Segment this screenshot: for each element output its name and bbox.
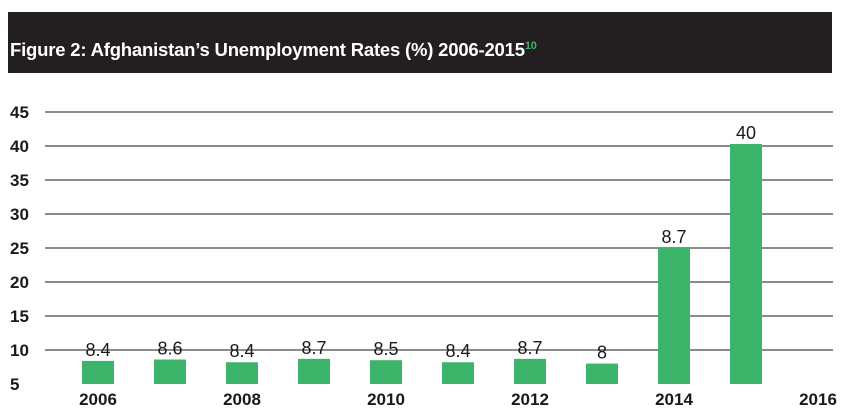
bar — [154, 359, 186, 384]
bar — [586, 363, 618, 384]
x-tick-label: 2012 — [511, 390, 549, 409]
y-tick-label: 45 — [10, 103, 29, 122]
y-tick-label: 15 — [10, 307, 29, 326]
x-tick-label: 2010 — [367, 390, 405, 409]
bar — [514, 358, 546, 384]
bar — [298, 358, 330, 384]
y-tick-label: 30 — [10, 205, 29, 224]
x-tick-label: 2016 — [799, 390, 837, 409]
y-tick-label: 20 — [10, 273, 29, 292]
data-label: 40 — [736, 123, 756, 143]
y-tick-label: 5 — [10, 375, 19, 394]
y-tick-label: 35 — [10, 171, 29, 190]
x-tick-label: 2014 — [655, 390, 693, 409]
y-tick-label: 10 — [10, 341, 29, 360]
data-label: 8.5 — [373, 339, 398, 359]
figure-title: Figure 2: Afghanistan’s Unemployment Rat… — [10, 39, 537, 61]
y-tick-label: 40 — [10, 137, 29, 156]
bar — [658, 248, 690, 384]
bar — [82, 360, 114, 384]
figure-title-bar: Figure 2: Afghanistan’s Unemployment Rat… — [8, 12, 832, 73]
bar — [442, 362, 474, 384]
footnote-marker: 10 — [524, 39, 537, 52]
bar — [730, 143, 762, 384]
x-tick-label: 2008 — [223, 390, 261, 409]
bar — [370, 360, 402, 384]
figure-title-text: Figure 2: Afghanistan’s Unemployment Rat… — [10, 39, 525, 60]
data-label: 8.4 — [229, 341, 254, 361]
data-label: 8.7 — [661, 227, 686, 247]
data-label: 8.4 — [85, 340, 110, 360]
y-tick-label: 25 — [10, 239, 29, 258]
data-label: 8.4 — [445, 341, 470, 361]
data-label: 8 — [597, 343, 607, 363]
data-label: 8.6 — [157, 339, 182, 359]
data-label: 8.7 — [517, 338, 542, 358]
x-tick-label: 2006 — [79, 390, 117, 409]
data-label: 8.7 — [301, 338, 326, 358]
bar — [226, 362, 258, 384]
